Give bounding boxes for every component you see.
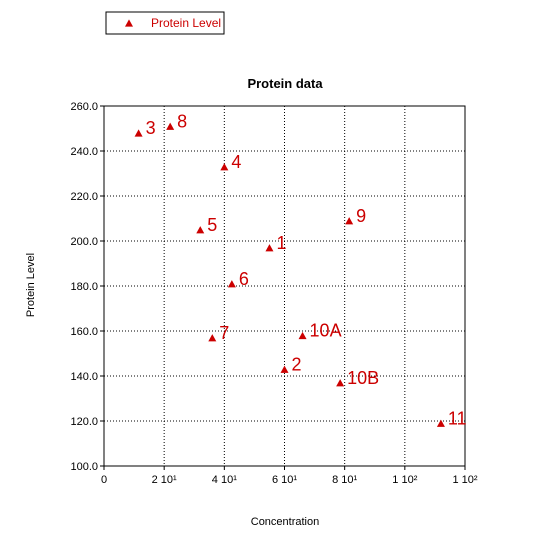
data-point-label: 1	[276, 233, 286, 253]
x-axis-title: Concentration	[251, 516, 320, 528]
data-point-label: 11	[448, 408, 467, 428]
y-tick-label: 220.0	[70, 191, 98, 203]
data-point-marker	[166, 122, 175, 130]
chart-title: Protein data	[247, 76, 323, 91]
data-point-marker	[208, 334, 217, 342]
data-point-label: 10A	[310, 321, 342, 341]
legend-label: Protein Level	[151, 16, 221, 30]
data-point-label: 5	[207, 215, 217, 235]
data-point-label: 6	[239, 269, 249, 289]
data-points: 3 8 4 5 1 9 6 7 10A 2 10B 11	[134, 111, 467, 428]
y-tick-label: 200.0	[70, 236, 98, 248]
x-axis-ticks: 0 2 10¹ 4 10¹ 6 10¹ 8 10¹ 1 10² 1 10²	[101, 466, 478, 486]
data-point-label: 7	[219, 323, 229, 343]
data-point-marker	[134, 129, 143, 137]
data-point-label: 10B	[347, 368, 379, 388]
y-tick-label: 160.0	[70, 326, 98, 338]
data-point-marker	[345, 217, 354, 225]
y-tick-label: 240.0	[70, 146, 98, 158]
plot-frame	[103, 105, 466, 467]
y-tick-label: 260.0	[70, 101, 98, 113]
data-point-label: 8	[177, 111, 187, 131]
data-point-marker	[227, 280, 236, 288]
x-tick-label: 1 10²	[452, 474, 477, 486]
x-tick-label: 4 10¹	[212, 474, 237, 486]
x-tick-label: 1 10²	[392, 474, 417, 486]
data-point-label: 2	[292, 354, 302, 374]
data-point-label: 4	[231, 152, 241, 172]
x-tick-label: 6 10¹	[272, 474, 297, 486]
data-point-marker	[280, 365, 289, 373]
data-point-marker	[436, 419, 445, 427]
data-point-marker	[196, 226, 205, 234]
legend-box	[105, 11, 225, 35]
y-tick-label: 100.0	[70, 461, 98, 473]
data-point-marker	[220, 163, 229, 171]
x-tick-label: 2 10¹	[152, 474, 177, 486]
legend-marker-triangle	[125, 19, 133, 27]
y-tick-label: 120.0	[70, 416, 98, 428]
data-point-marker	[265, 244, 274, 252]
y-axis-ticks: 100.0 120.0 140.0 160.0 180.0 200.0 220.0 240.0…	[70, 101, 104, 473]
data-point-label: 9	[356, 206, 366, 226]
grid-lines	[104, 106, 465, 466]
data-point-marker	[298, 331, 307, 340]
y-axis-title: Protein Level	[25, 253, 37, 317]
data-point-marker	[336, 379, 345, 387]
y-tick-label: 140.0	[70, 371, 98, 383]
data-point-label: 3	[146, 118, 156, 138]
legend: Protein Level	[105, 11, 225, 35]
y-tick-label: 180.0	[70, 281, 98, 293]
x-tick-label: 8 10¹	[332, 474, 357, 486]
x-tick-label: 0	[101, 474, 107, 486]
